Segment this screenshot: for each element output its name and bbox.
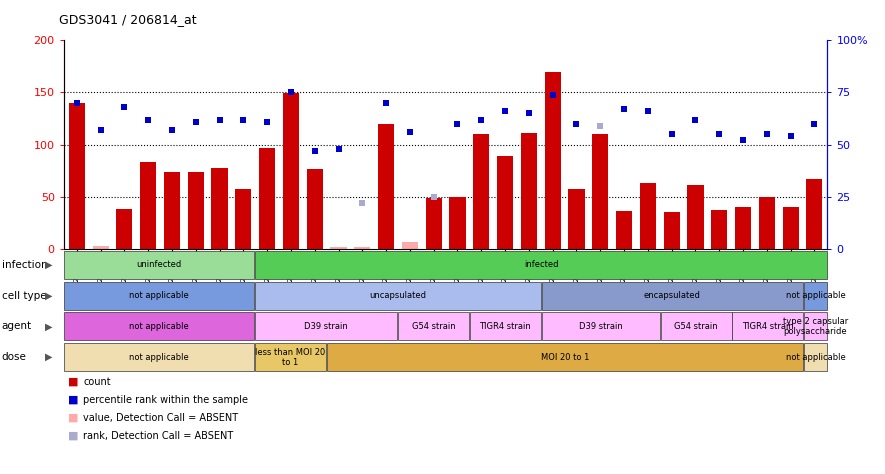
Text: ■: ■	[68, 394, 79, 405]
Text: ▶: ▶	[45, 260, 52, 270]
Bar	[255, 251, 827, 279]
Text: type 2 capsular
polysaccharide: type 2 capsular polysaccharide	[783, 317, 848, 336]
Text: agent: agent	[2, 321, 32, 331]
Text: ▶: ▶	[45, 291, 52, 301]
Text: cell type: cell type	[2, 291, 46, 301]
Bar	[616, 211, 632, 249]
Text: encapsulated: encapsulated	[644, 291, 701, 300]
Bar	[733, 312, 803, 340]
Text: ■: ■	[68, 376, 79, 387]
Text: G54 strain: G54 strain	[674, 322, 718, 331]
Bar	[806, 179, 822, 249]
Text: TIGR4 strain: TIGR4 strain	[742, 322, 794, 331]
Text: percentile rank within the sample: percentile rank within the sample	[83, 394, 248, 405]
Bar	[188, 172, 204, 249]
Bar	[520, 133, 537, 249]
Bar	[473, 134, 489, 249]
Text: infected: infected	[524, 260, 558, 269]
Bar	[255, 282, 541, 310]
Text: not applicable: not applicable	[129, 353, 189, 362]
Bar	[568, 190, 585, 249]
Text: TIGR4 strain: TIGR4 strain	[480, 322, 531, 331]
Bar	[640, 183, 656, 249]
Bar	[735, 207, 751, 249]
Bar	[542, 312, 660, 340]
Text: GDS3041 / 206814_at: GDS3041 / 206814_at	[59, 13, 197, 26]
Text: D39 strain: D39 strain	[579, 322, 623, 331]
Bar	[306, 169, 323, 249]
Bar	[327, 343, 803, 371]
Bar	[140, 162, 157, 249]
Text: infection: infection	[2, 260, 48, 270]
Bar	[402, 242, 418, 249]
Bar	[542, 282, 803, 310]
Bar	[255, 343, 326, 371]
Bar	[283, 93, 299, 249]
Bar	[65, 343, 254, 371]
Text: ■: ■	[68, 412, 79, 423]
Text: rank, Detection Call = ABSENT: rank, Detection Call = ABSENT	[83, 430, 234, 441]
Bar	[804, 282, 827, 310]
Bar	[712, 210, 727, 249]
Text: uninfected: uninfected	[136, 260, 181, 269]
Bar	[661, 312, 732, 340]
Text: uncapsulated: uncapsulated	[369, 291, 427, 300]
Bar	[354, 247, 371, 249]
Text: value, Detection Call = ABSENT: value, Detection Call = ABSENT	[83, 412, 238, 423]
Bar	[758, 197, 775, 249]
Text: count: count	[83, 376, 111, 387]
Bar	[782, 207, 798, 249]
Bar	[804, 312, 827, 340]
Text: MOI 20 to 1: MOI 20 to 1	[541, 353, 589, 362]
Bar	[664, 212, 680, 249]
Bar	[378, 124, 394, 249]
Text: ■: ■	[68, 430, 79, 441]
Bar	[592, 134, 608, 249]
Bar	[116, 209, 133, 249]
Text: dose: dose	[2, 352, 27, 362]
Bar	[235, 190, 251, 249]
Bar	[259, 148, 275, 249]
Bar	[65, 282, 254, 310]
Bar	[164, 172, 180, 249]
Bar	[255, 312, 397, 340]
Bar	[212, 167, 227, 249]
Bar	[398, 312, 469, 340]
Bar	[330, 247, 347, 249]
Bar	[470, 312, 541, 340]
Bar	[93, 246, 109, 249]
Bar	[65, 251, 254, 279]
Bar	[69, 103, 85, 249]
Bar	[544, 72, 561, 249]
Text: ▶: ▶	[45, 321, 52, 331]
Bar	[688, 185, 704, 249]
Text: D39 strain: D39 strain	[304, 322, 348, 331]
Bar	[497, 156, 513, 249]
Text: not applicable: not applicable	[129, 322, 189, 331]
Text: G54 strain: G54 strain	[412, 322, 456, 331]
Bar	[426, 198, 442, 249]
Bar	[450, 197, 466, 249]
Text: not applicable: not applicable	[129, 291, 189, 300]
Text: ▶: ▶	[45, 352, 52, 362]
Bar	[804, 343, 827, 371]
Text: less than MOI 20
to 1: less than MOI 20 to 1	[256, 348, 326, 366]
Text: not applicable: not applicable	[786, 291, 845, 300]
Text: not applicable: not applicable	[786, 353, 845, 362]
Bar	[65, 312, 254, 340]
